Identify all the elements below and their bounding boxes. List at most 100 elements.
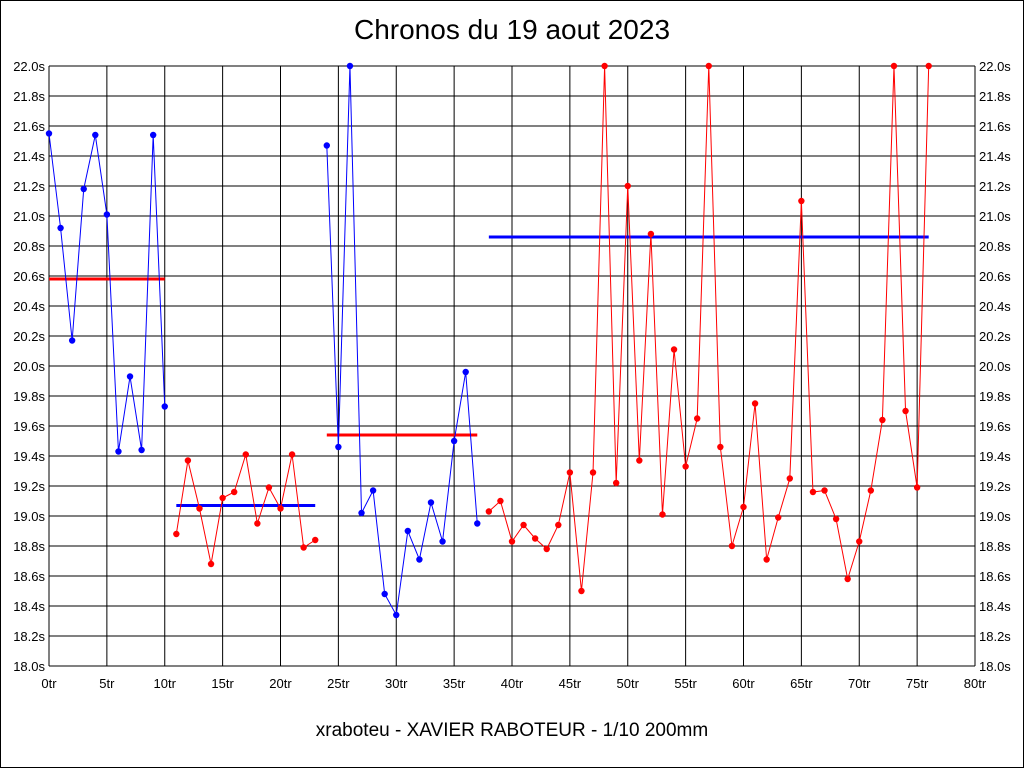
y-tick-label-left: 21.8s: [13, 89, 45, 104]
chart-title: Chronos du 19 aout 2023: [353, 14, 671, 45]
data-point: [717, 443, 724, 451]
y-tick-label-left: 19.6s: [13, 419, 45, 434]
y-tick-label-right: 20.2s: [979, 329, 1011, 344]
y-tick-label-left: 18.2s: [13, 629, 45, 644]
y-tick-label-right: 20.6s: [979, 269, 1011, 284]
data-point: [670, 346, 678, 353]
data-point: [659, 511, 666, 518]
data-point: [80, 185, 87, 193]
data-point: [358, 509, 365, 517]
data-point: [728, 542, 736, 550]
y-tick-label-left: 18.6s: [13, 569, 45, 584]
data-point: [798, 197, 805, 205]
data-point: [265, 484, 273, 491]
data-point: [288, 451, 296, 458]
data-point: [277, 505, 284, 512]
data-point: [450, 437, 458, 445]
x-tick-label: 55tr: [674, 676, 697, 691]
y-tick-label-right: 18.4s: [979, 599, 1011, 614]
y-tick-label-right: 18.2s: [979, 629, 1011, 644]
y-tick-label-right: 20.4s: [979, 299, 1011, 314]
y-tick-label-right: 21.4s: [979, 149, 1011, 164]
data-point: [242, 451, 249, 458]
data-point: [57, 224, 64, 232]
data-point: [508, 538, 516, 545]
y-tick-label-right: 21.2s: [979, 179, 1011, 194]
y-tick-label-left: 18.0s: [13, 659, 45, 674]
x-tick-label: 80tr: [964, 676, 987, 691]
data-point: [207, 560, 215, 568]
data-point: [821, 487, 828, 494]
data-point: [416, 556, 423, 563]
data-point: [323, 142, 330, 149]
x-tick-label: 0tr: [41, 676, 57, 691]
data-point: [196, 505, 203, 512]
x-tick-label: 45tr: [559, 676, 582, 691]
data-point: [219, 494, 226, 502]
series-line: [326, 65, 478, 617]
x-tick-label: 5tr: [99, 676, 115, 691]
y-tick-label-right: 21.6s: [979, 119, 1011, 134]
y-tick-label-left: 21.6s: [13, 119, 45, 134]
x-tick-label: 60tr: [732, 676, 755, 691]
data-point: [531, 535, 539, 542]
chart-footer: xraboteu - XAVIER RABOTEUR - 1/10 200mm: [315, 720, 709, 741]
data-point: [751, 400, 759, 407]
y-tick-label-left: 19.4s: [13, 449, 45, 464]
data-point: [485, 508, 493, 515]
data-point: [763, 556, 770, 563]
data-point: [126, 373, 134, 380]
x-tick-label: 40tr: [501, 676, 524, 691]
y-tick-label-left: 21.4s: [13, 149, 45, 164]
data-point: [612, 479, 620, 487]
data-point: [254, 520, 261, 527]
data-point: [890, 62, 898, 70]
y-tick-label-left: 19.0s: [13, 509, 45, 524]
y-tick-label-left: 18.8s: [13, 539, 45, 554]
data-point: [636, 457, 643, 464]
data-point: [68, 337, 76, 344]
data-point: [578, 587, 585, 595]
data-point: [300, 544, 307, 551]
data-point: [786, 475, 793, 482]
data-point: [138, 446, 145, 454]
y-tick-label-left: 19.8s: [13, 389, 45, 404]
x-tick-label: 50tr: [617, 676, 640, 691]
data-point: [555, 521, 562, 529]
y-tick-label-right: 20.8s: [979, 239, 1011, 254]
y-tick-label-left: 20.8s: [13, 239, 45, 254]
data-point: [844, 575, 851, 583]
y-tick-label-right: 20.0s: [979, 359, 1011, 374]
data-point: [925, 62, 932, 70]
data-point: [161, 403, 168, 410]
data-point: [45, 130, 53, 137]
y-tick-label-left: 18.4s: [13, 599, 45, 614]
data-point: [184, 457, 192, 464]
y-tick-label-left: 20.2s: [13, 329, 45, 344]
data-point: [589, 469, 597, 476]
data-point: [775, 514, 782, 521]
data-point: [624, 182, 631, 190]
y-tick-label-right: 18.0s: [979, 659, 1011, 674]
data-point: [601, 62, 608, 70]
data-point: [149, 131, 157, 139]
data-point: [566, 469, 574, 476]
y-tick-label-right: 21.8s: [979, 89, 1011, 104]
y-tick-label-right: 18.6s: [979, 569, 1011, 584]
y-tick-label-left: 22.0s: [13, 59, 45, 74]
y-tick-label-right: 19.8s: [979, 389, 1011, 404]
x-tick-label: 75tr: [906, 676, 929, 691]
y-tick-label-left: 20.0s: [13, 359, 45, 374]
y-tick-label-left: 21.2s: [13, 179, 45, 194]
y-tick-label-right: 19.4s: [979, 449, 1011, 464]
data-point: [913, 484, 921, 491]
data-point: [497, 497, 504, 505]
data-point: [902, 407, 909, 415]
x-tick-label: 20tr: [269, 676, 292, 691]
data-point: [647, 230, 655, 238]
data-point: [393, 611, 400, 619]
data-point: [740, 503, 747, 511]
x-tick-label: 30tr: [385, 676, 408, 691]
data-point: [520, 521, 527, 529]
y-tick-label-left: 19.2s: [13, 479, 45, 494]
